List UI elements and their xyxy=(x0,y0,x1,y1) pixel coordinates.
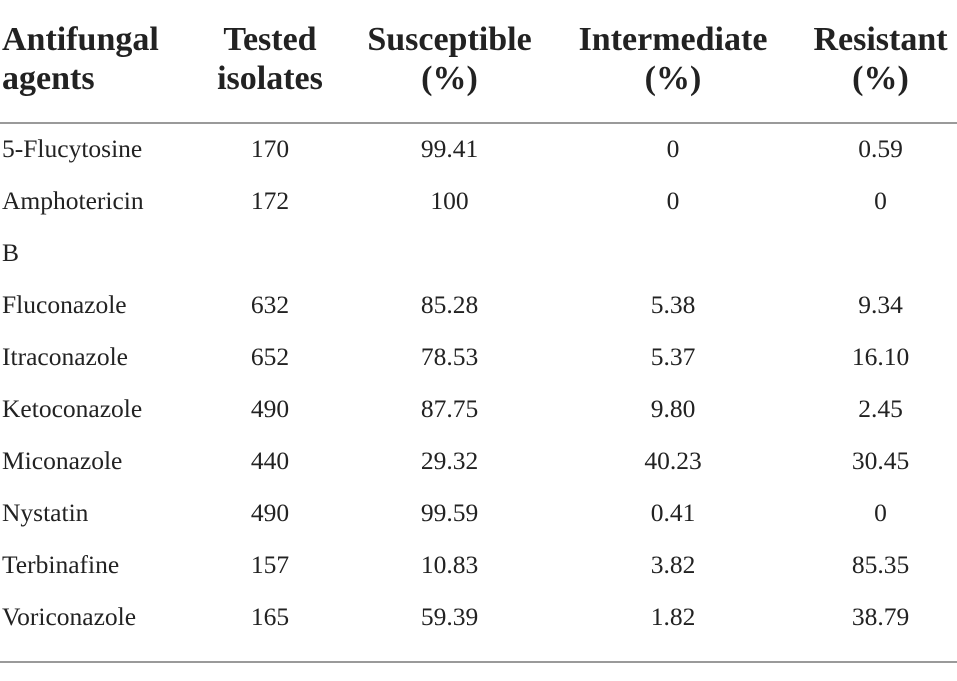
cell-agent: Nystatin xyxy=(2,498,89,527)
cell-intermediate: 9.80 xyxy=(650,394,696,423)
cell-agent: 5-Flucytosine xyxy=(2,134,143,163)
cell-intermediate: 40.23 xyxy=(644,446,702,475)
cell-resistant: 85.35 xyxy=(851,550,910,579)
cell-susceptible: 10.83 xyxy=(420,550,479,579)
cell-intermediate: 0 xyxy=(666,186,680,215)
header-line: agents xyxy=(2,60,95,97)
cell-intermediate: 1.82 xyxy=(650,602,696,631)
header-line: (%) xyxy=(421,60,478,97)
cell-susceptible: 87.75 xyxy=(420,394,479,423)
cell-agent: Itraconazole xyxy=(2,342,128,371)
table-row: Voriconazole 165 59.39 1.82 38.79 xyxy=(0,591,957,643)
cell-intermediate: 0.41 xyxy=(650,498,696,527)
cell-tested: 172 xyxy=(250,186,290,215)
header-line: (%) xyxy=(852,60,909,97)
cell-susceptible: 59.39 xyxy=(420,602,479,631)
header-line: Tested xyxy=(223,21,317,58)
cell-intermediate: 3.82 xyxy=(650,550,696,579)
header-line: isolates xyxy=(217,60,323,97)
cell-tested: 170 xyxy=(250,134,290,163)
table-row: Amphotericin 172 100 0 0 xyxy=(0,175,957,227)
table-row: Ketoconazole 490 87.75 9.80 2.45 xyxy=(0,383,957,435)
cell-agent: Voriconazole xyxy=(2,602,137,631)
cell-tested: 490 xyxy=(250,394,290,423)
table-row: Miconazole 440 29.32 40.23 30.45 xyxy=(0,435,957,487)
cell-resistant: 30.45 xyxy=(851,446,910,475)
table-row: Itraconazole 652 78.53 5.37 16.10 xyxy=(0,331,957,383)
cell-tested: 157 xyxy=(250,550,290,579)
cell-agent: Terbinafine xyxy=(2,550,120,579)
cell-intermediate: 5.37 xyxy=(650,342,696,371)
table-bottom-rule xyxy=(0,661,957,663)
header-line: Susceptible xyxy=(367,21,532,58)
table-row: 5-Flucytosine 170 99.41 0 0.59 xyxy=(0,123,957,175)
cell-intermediate: 5.38 xyxy=(650,290,696,319)
cell-resistant: 38.79 xyxy=(851,602,910,631)
header-susceptible: Susceptible (%) xyxy=(362,20,537,98)
cell-tested: 652 xyxy=(250,342,290,371)
header-resistant: Resistant (%) xyxy=(808,20,953,98)
cell-susceptible: 100 xyxy=(430,186,469,215)
header-line: (%) xyxy=(644,60,702,97)
cell-resistant: 16.10 xyxy=(851,342,910,371)
cell-agent: Fluconazole xyxy=(2,290,127,319)
cell-agent: Ketoconazole xyxy=(2,394,143,423)
table-row: B xyxy=(0,227,957,279)
table-row: Fluconazole 632 85.28 5.38 9.34 xyxy=(0,279,957,331)
table-row: Terbinafine 157 10.83 3.82 85.35 xyxy=(0,539,957,591)
cell-resistant: 2.45 xyxy=(858,394,903,423)
cell-resistant: 9.34 xyxy=(858,290,903,319)
cell-agent: B xyxy=(2,238,20,267)
cell-susceptible: 99.41 xyxy=(420,134,479,163)
cell-tested: 490 xyxy=(250,498,290,527)
header-line: Intermediate xyxy=(578,21,768,58)
header-tested-isolates: Tested isolates xyxy=(215,20,325,98)
header-divider-rule xyxy=(0,122,957,124)
cell-agent: Miconazole xyxy=(2,446,123,475)
header-line: Resistant xyxy=(813,21,948,58)
cell-agent: Amphotericin xyxy=(2,186,144,215)
cell-susceptible: 78.53 xyxy=(420,342,479,371)
cell-susceptible: 29.32 xyxy=(420,446,479,475)
cell-susceptible: 85.28 xyxy=(420,290,479,319)
header-antifungal-agents: Antifungal agents xyxy=(2,20,159,98)
cell-resistant: 0 xyxy=(874,498,887,527)
header-line: Antifungal xyxy=(2,21,159,58)
cell-resistant: 0.59 xyxy=(858,134,903,163)
cell-tested: 165 xyxy=(250,602,290,631)
header-intermediate: Intermediate (%) xyxy=(572,20,774,98)
cell-tested: 632 xyxy=(250,290,290,319)
cell-susceptible: 99.59 xyxy=(420,498,479,527)
table-header-row: Antifungal agents Tested isolates Suscep… xyxy=(0,0,957,122)
cell-tested: 440 xyxy=(250,446,290,475)
cell-resistant: 0 xyxy=(874,186,887,215)
cell-intermediate: 0 xyxy=(666,134,680,163)
table-row: Nystatin 490 99.59 0.41 0 xyxy=(0,487,957,539)
